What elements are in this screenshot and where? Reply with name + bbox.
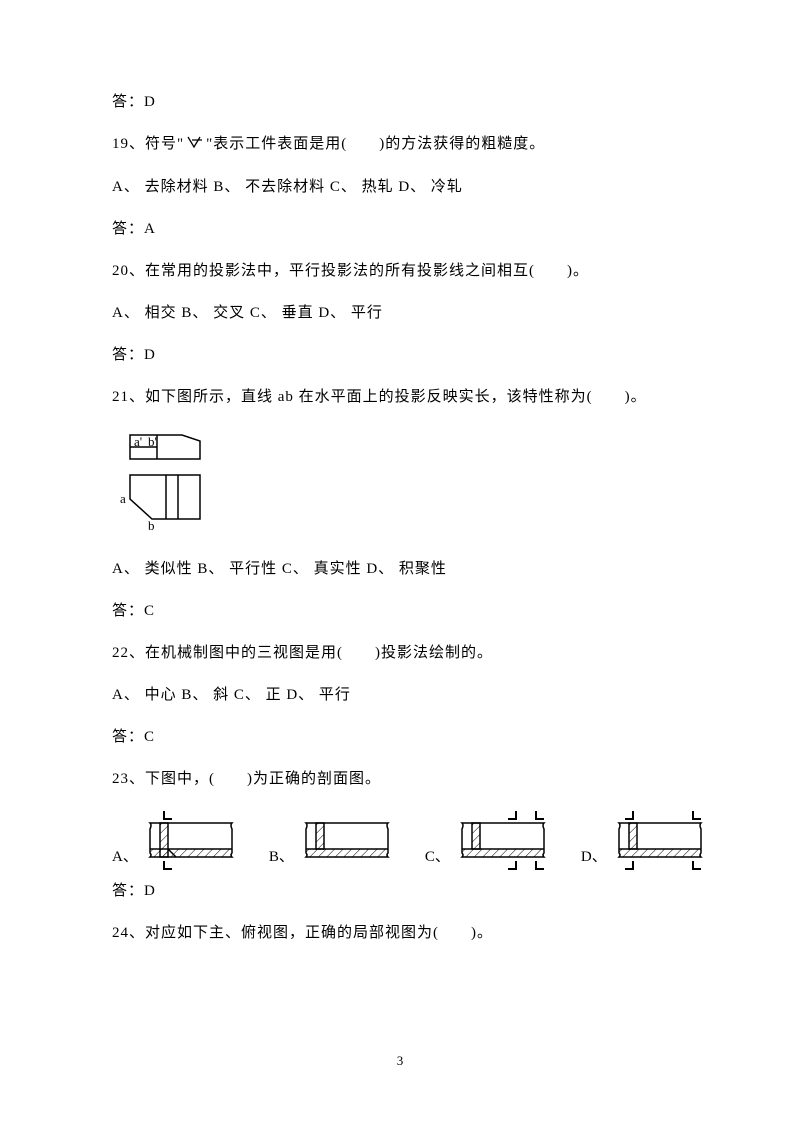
projection-diagram-icon: a' b' a b (112, 427, 222, 537)
label-b: b (148, 518, 155, 533)
question-24: 24、对应如下主、俯视图，正确的局部视图为( )。 (112, 921, 688, 945)
q19-answer: 答：A (112, 217, 688, 241)
q21-diagram: a' b' a b (112, 427, 688, 537)
q23-option-b: B、 (269, 809, 393, 871)
q19-text-before: 19、符号" (112, 136, 184, 152)
q20-answer: 答：D (112, 343, 688, 367)
label-a-prime: a' (134, 434, 142, 449)
q23-label-a: A、 (112, 845, 138, 871)
q22-options: A、 中心 B、 斜 C、 正 D、 平行 (112, 683, 688, 707)
page-number: 3 (397, 1051, 404, 1072)
section-diagram-c-icon (454, 809, 549, 871)
q23-answer: 答：D (112, 879, 688, 903)
q23-option-d: D、 (581, 809, 706, 871)
question-23: 23、下图中，( )为正确的剖面图。 (112, 767, 688, 791)
q22-answer: 答：C (112, 725, 688, 749)
section-diagram-b-icon (298, 809, 393, 871)
question-19: 19、符号" "表示工件表面是用( )的方法获得的粗糙度。 (112, 132, 688, 157)
section-diagram-d-icon (611, 809, 706, 871)
q23-label-b: B、 (269, 845, 294, 871)
roughness-symbol-icon (186, 133, 204, 157)
question-22: 22、在机械制图中的三视图是用( )投影法绘制的。 (112, 641, 688, 665)
q23-label-c: C、 (425, 845, 450, 871)
q21-answer: 答：C (112, 599, 688, 623)
q23-diagrams: A、 B、 (112, 809, 688, 871)
question-20: 20、在常用的投影法中，平行投影法的所有投影线之间相互( )。 (112, 259, 688, 283)
q19-options: A、 去除材料 B、 不去除材料 C、 热轧 D、 冷轧 (112, 175, 688, 199)
q19-text-after: "表示工件表面是用( )的方法获得的粗糙度。 (206, 136, 545, 152)
q23-option-a: A、 (112, 809, 237, 871)
section-diagram-a-icon (142, 809, 237, 871)
q23-label-d: D、 (581, 845, 607, 871)
q21-options: A、 类似性 B、 平行性 C、 真实性 D、 积聚性 (112, 557, 688, 581)
q20-options: A、 相交 B、 交叉 C、 垂直 D、 平行 (112, 301, 688, 325)
answer-18: 答：D (112, 90, 688, 114)
label-a: a (120, 491, 126, 506)
label-b-prime: b' (148, 434, 157, 449)
question-21: 21、如下图所示，直线 ab 在水平面上的投影反映实长，该特性称为( )。 (112, 385, 688, 409)
q23-option-c: C、 (425, 809, 549, 871)
